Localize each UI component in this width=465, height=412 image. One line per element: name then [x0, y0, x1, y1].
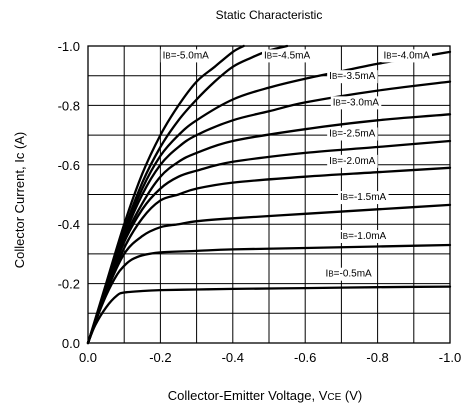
curve-label-text: IB=-5.0mA: [163, 50, 210, 61]
y-axis-title: Collector Current, Ic (A): [12, 132, 27, 269]
x-tick-label: -0.4: [222, 350, 244, 365]
curve-label-text: IB=-4.5mA: [264, 50, 311, 61]
curve-label-text: IB=-1.5mA: [340, 192, 387, 203]
plot-frame: [87, 45, 451, 344]
curve-label-bg: [327, 70, 378, 84]
x-tick-label: -0.6: [294, 350, 316, 365]
x-tick-label: 0.0: [79, 350, 97, 365]
curve-label-text: IB=-2.0mA: [329, 156, 376, 167]
curve-ib-0-5ma: [86, 285, 452, 345]
curve-label-bg: [327, 127, 378, 141]
curve-ib-4-5ma: [86, 44, 289, 345]
y-tick-label: -0.6: [58, 158, 80, 173]
x-axis-ticks: 0.0 -0.2 -0.4 -0.6 -0.8 -1.0: [79, 350, 461, 365]
curve-label: IB=-4.5mA: [261, 49, 313, 63]
curve-label-text: IB=-3.5mA: [329, 71, 376, 82]
curve-labels-group: IB=-0.5mA IB=-1.0mA IB=-1.5mA IB=-2.0mA IB=-…: [160, 49, 432, 281]
x-tick-label: -1.0: [439, 350, 461, 365]
y-tick-label: -0.2: [58, 277, 80, 292]
curve-label: IB=-2.0mA: [327, 154, 378, 168]
curve-label-bg: [160, 49, 212, 63]
curve-label-text: IB=-1.0mA: [340, 231, 387, 242]
curve-label-text: IB=-2.5mA: [329, 129, 376, 140]
curve-label-text: IB=-4.0mA: [383, 50, 430, 61]
curve-ib-1-5ma: [86, 203, 452, 345]
curve-label-bg: [338, 229, 389, 243]
curve-label: IB=-3.0mA: [330, 96, 382, 110]
curves-group: [86, 44, 452, 345]
y-tick-label: 0.0: [62, 336, 80, 351]
y-tick-label: -0.4: [58, 217, 80, 232]
curve-label-bg: [338, 191, 389, 205]
curve-label: IB=-1.5mA: [338, 191, 389, 205]
curve-label-text: IB=-0.5mA: [326, 269, 373, 280]
x-axis-title: Collector-Emitter Voltage, VCE (V): [168, 388, 363, 403]
curve-label: IB=-1.0mA: [338, 229, 389, 243]
curve-ib-5-0ma: [86, 44, 245, 345]
curve-label-bg: [261, 49, 313, 63]
x-tick-label: -0.2: [149, 350, 171, 365]
curve-label: IB=-5.0mA: [160, 49, 212, 63]
curve-label: IB=-4.0mA: [381, 49, 432, 63]
chart-title: Static Characteristic: [216, 8, 323, 22]
curve-label-bg: [381, 49, 432, 63]
curve-label-bg: [327, 154, 378, 168]
y-axis-ticks: 0.0 -0.2 -0.4 -0.6 -0.8 -1.0: [58, 39, 80, 351]
curve-label: IB=-0.5mA: [323, 267, 375, 281]
y-tick-label: -0.8: [58, 98, 80, 113]
x-tick-label: -0.8: [366, 350, 388, 365]
curve-label: IB=-3.5mA: [327, 70, 378, 84]
curve-label-text: IB=-3.0mA: [333, 97, 380, 108]
curve-ib-2-0ma: [86, 166, 452, 345]
curve-label: IB=-2.5mA: [327, 127, 378, 141]
curve-label-bg: [323, 267, 375, 281]
curve-label-bg: [330, 96, 382, 110]
y-tick-label: -1.0: [58, 39, 80, 54]
